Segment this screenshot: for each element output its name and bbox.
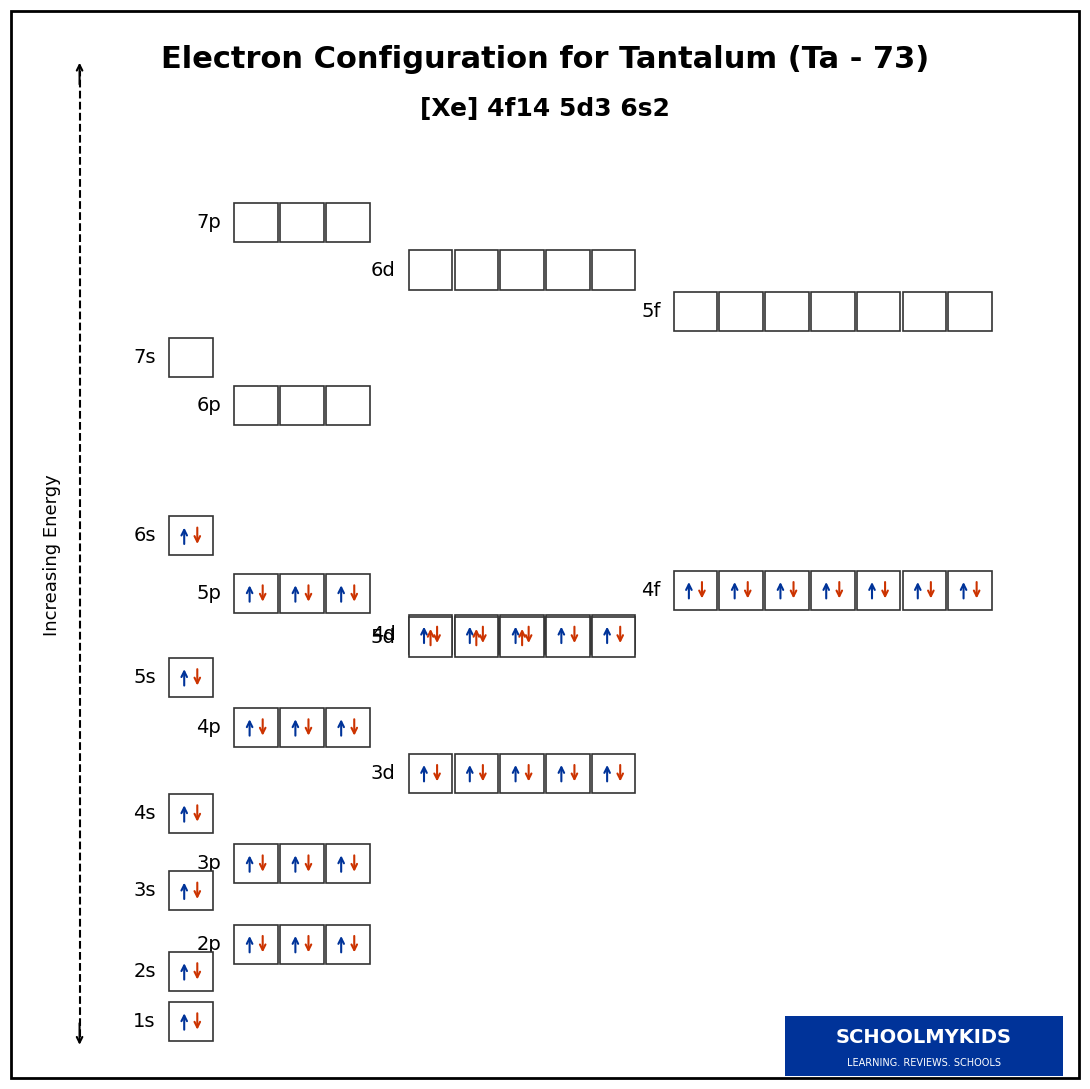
Bar bbox=[169, 1002, 213, 1041]
Bar bbox=[719, 292, 763, 331]
Bar bbox=[169, 952, 213, 991]
Text: 7s: 7s bbox=[133, 347, 156, 367]
Bar bbox=[765, 571, 809, 610]
Bar bbox=[811, 571, 855, 610]
Bar bbox=[234, 386, 278, 425]
Bar bbox=[500, 250, 544, 290]
Bar bbox=[719, 571, 763, 610]
Bar bbox=[857, 292, 900, 331]
Text: 5f: 5f bbox=[641, 302, 661, 321]
Bar bbox=[234, 203, 278, 242]
Bar bbox=[234, 574, 278, 613]
Bar bbox=[811, 292, 855, 331]
Bar bbox=[280, 708, 324, 747]
Bar bbox=[280, 203, 324, 242]
Text: [Xe] 4f14 5d3 6s2: [Xe] 4f14 5d3 6s2 bbox=[420, 97, 670, 121]
Text: 6p: 6p bbox=[196, 395, 221, 415]
FancyBboxPatch shape bbox=[785, 1016, 1063, 1076]
Bar bbox=[455, 615, 498, 654]
Bar bbox=[546, 615, 590, 654]
Bar bbox=[948, 571, 992, 610]
Bar bbox=[169, 338, 213, 377]
Text: SCHOOLMYKIDS: SCHOOLMYKIDS bbox=[836, 1028, 1012, 1047]
Bar bbox=[326, 844, 370, 883]
Text: LEARNING. REVIEWS. SCHOOLS: LEARNING. REVIEWS. SCHOOLS bbox=[847, 1057, 1001, 1067]
Bar bbox=[546, 754, 590, 793]
Bar bbox=[169, 871, 213, 910]
Text: 7p: 7p bbox=[196, 212, 221, 232]
Bar bbox=[326, 203, 370, 242]
Bar bbox=[280, 574, 324, 613]
Text: 3d: 3d bbox=[371, 763, 396, 783]
Bar bbox=[592, 250, 635, 290]
Bar bbox=[857, 571, 900, 610]
Text: 4p: 4p bbox=[196, 718, 221, 737]
Bar bbox=[234, 925, 278, 964]
Bar bbox=[500, 754, 544, 793]
Text: 3p: 3p bbox=[196, 854, 221, 873]
Bar bbox=[455, 250, 498, 290]
Text: 5d: 5d bbox=[371, 627, 396, 647]
Bar bbox=[280, 386, 324, 425]
Bar bbox=[326, 574, 370, 613]
Bar bbox=[674, 292, 717, 331]
Text: 6s: 6s bbox=[133, 526, 156, 546]
Bar bbox=[500, 615, 544, 654]
Bar bbox=[546, 617, 590, 657]
Bar bbox=[326, 708, 370, 747]
Bar bbox=[948, 292, 992, 331]
Bar bbox=[326, 386, 370, 425]
Text: 4d: 4d bbox=[371, 625, 396, 645]
Bar bbox=[546, 250, 590, 290]
Bar bbox=[234, 708, 278, 747]
Text: 2p: 2p bbox=[196, 934, 221, 954]
Bar bbox=[169, 794, 213, 833]
Bar bbox=[765, 292, 809, 331]
Text: 5p: 5p bbox=[196, 584, 221, 603]
Bar bbox=[674, 571, 717, 610]
Bar bbox=[500, 617, 544, 657]
Bar bbox=[169, 516, 213, 555]
Bar bbox=[903, 292, 946, 331]
Bar bbox=[592, 754, 635, 793]
Text: 3s: 3s bbox=[133, 881, 156, 901]
Text: 2s: 2s bbox=[133, 962, 156, 981]
Bar bbox=[592, 615, 635, 654]
Text: 6d: 6d bbox=[371, 260, 396, 280]
Text: 1s: 1s bbox=[133, 1012, 156, 1031]
Bar bbox=[409, 615, 452, 654]
Bar bbox=[409, 617, 452, 657]
Text: Increasing Energy: Increasing Energy bbox=[44, 475, 61, 636]
Bar bbox=[326, 925, 370, 964]
Bar bbox=[903, 571, 946, 610]
Bar bbox=[409, 250, 452, 290]
Text: 4f: 4f bbox=[641, 580, 661, 600]
Bar bbox=[455, 617, 498, 657]
Text: Electron Configuration for Tantalum (Ta - 73): Electron Configuration for Tantalum (Ta … bbox=[161, 46, 929, 74]
Text: 4s: 4s bbox=[133, 804, 156, 823]
Bar bbox=[455, 754, 498, 793]
Bar bbox=[234, 844, 278, 883]
Bar bbox=[169, 658, 213, 697]
Text: 5s: 5s bbox=[133, 668, 156, 687]
Bar bbox=[592, 617, 635, 657]
Bar bbox=[409, 754, 452, 793]
Bar bbox=[280, 925, 324, 964]
Bar bbox=[280, 844, 324, 883]
